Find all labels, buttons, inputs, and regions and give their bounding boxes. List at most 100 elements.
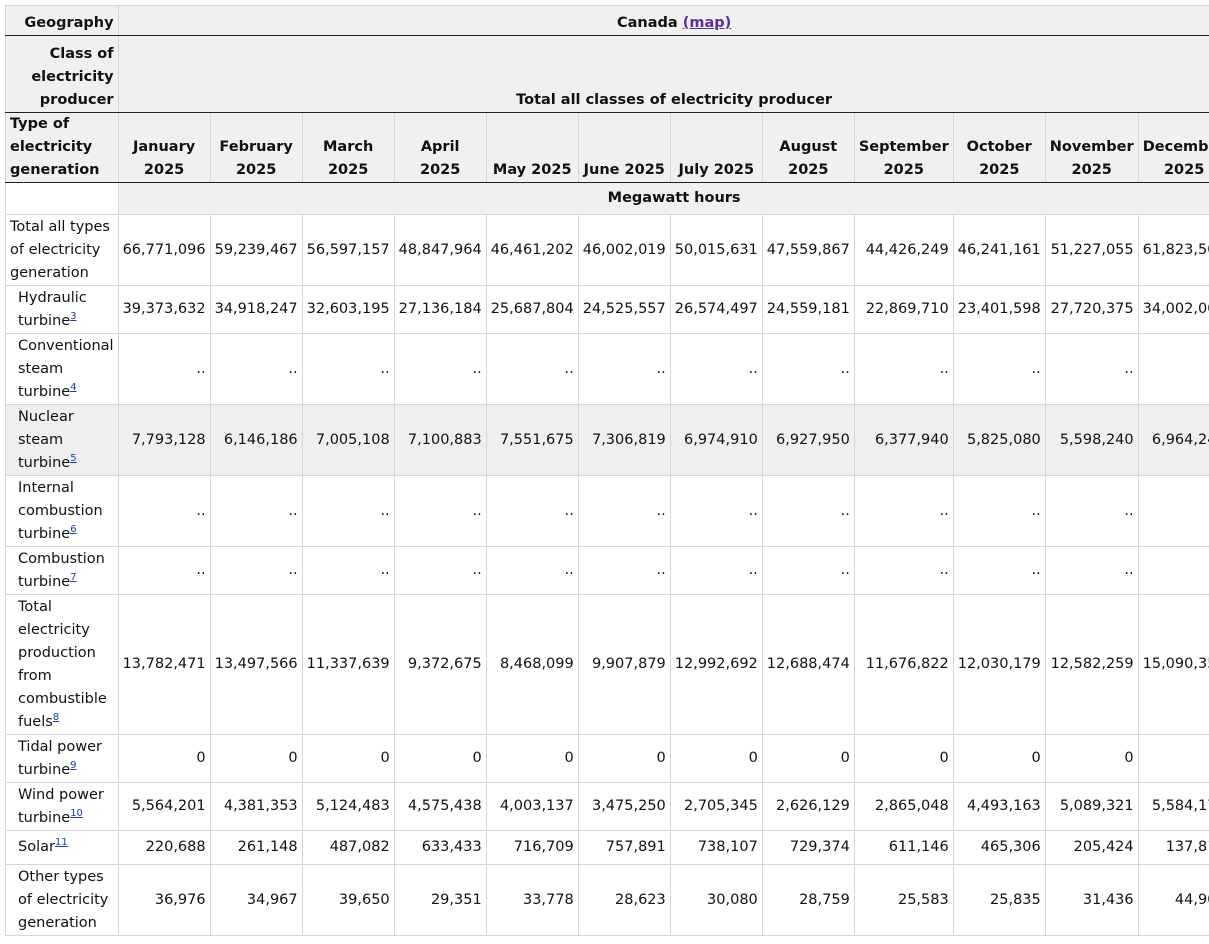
geography-value: Canada <box>616 15 678 31</box>
class-label: Class of electricity producer <box>5 35 119 113</box>
table-row: Tidal power turbine9000000000000 <box>5 734 1209 783</box>
data-cell: 7,551,675 <box>485 404 579 476</box>
month-header: June 2025 <box>577 112 671 183</box>
footnote-link[interactable]: 7 <box>70 571 77 583</box>
data-cell: 633,433 <box>393 830 487 865</box>
data-cell: .. <box>952 546 1046 595</box>
data-cell: 487,082 <box>301 830 395 865</box>
data-cell: 0 <box>577 734 671 783</box>
data-cell: .. <box>669 475 763 547</box>
row-header: Solar11 <box>5 830 119 865</box>
data-cell: 4,381,353 <box>209 782 303 831</box>
data-cell: 729,374 <box>761 830 855 865</box>
electricity-generation-table: Geography Canada (map) Class of electric… <box>5 5 1209 936</box>
data-cell: 205,424 <box>1044 830 1139 865</box>
footnote-link[interactable]: 4 <box>70 381 77 393</box>
data-cell: .. <box>393 333 487 405</box>
data-cell: 33,778 <box>485 864 579 936</box>
data-cell: 44,903 <box>1137 864 1209 936</box>
month-header: November 2025 <box>1044 112 1139 183</box>
data-cell: .. <box>577 546 671 595</box>
row-header: Other types of electricity generation <box>5 864 119 936</box>
data-cell: 4,003,137 <box>485 782 579 831</box>
data-cell: .. <box>952 475 1046 547</box>
data-cell: 9,907,879 <box>577 594 671 735</box>
data-cell: 7,100,883 <box>393 404 487 476</box>
data-cell: 0 <box>1137 734 1209 783</box>
data-cell: 39,650 <box>301 864 395 936</box>
data-cell: 28,759 <box>761 864 855 936</box>
data-cell: .. <box>485 546 579 595</box>
data-cell: 22,869,710 <box>853 285 954 334</box>
data-cell: 6,964,244 <box>1137 404 1209 476</box>
data-cell: 12,992,692 <box>669 594 763 735</box>
footnote-link[interactable]: 9 <box>70 759 77 771</box>
data-cell: 757,891 <box>577 830 671 865</box>
data-cell: 28,623 <box>577 864 671 936</box>
data-cell: 7,793,128 <box>117 404 211 476</box>
map-link[interactable]: (map) <box>682 15 732 31</box>
table-row: Wind power turbine10 5,564,201 4,381,353 5,… <box>5 782 1209 831</box>
data-cell: .. <box>485 475 579 547</box>
footnote-link[interactable]: 8 <box>52 711 60 723</box>
footnote-link[interactable]: 11 <box>54 837 68 849</box>
data-cell: 12,582,259 <box>1044 594 1139 735</box>
row-header: Total all types of electricity generatio… <box>5 214 119 286</box>
data-cell: 23,401,598 <box>952 285 1046 334</box>
data-cell: .. <box>117 333 211 405</box>
data-cell: 6,377,940 <box>853 404 954 476</box>
month-header: May 2025 <box>485 112 579 183</box>
month-header: March 2025 <box>301 112 395 183</box>
data-cell: 261,148 <box>209 830 303 865</box>
data-cell: .. <box>301 333 395 405</box>
data-cell: 7,306,819 <box>577 404 671 476</box>
data-cell: .. <box>577 333 671 405</box>
data-cell: .. <box>577 475 671 547</box>
data-cell: .. <box>485 333 579 405</box>
data-cell: 25,835 <box>952 864 1046 936</box>
geography-label: Geography <box>5 5 119 36</box>
data-table-container: Geography Canada (map) Class of electric… <box>5 5 1209 936</box>
data-cell: .. <box>853 475 954 547</box>
row-label: Solar <box>18 839 55 855</box>
data-cell: .. <box>393 475 487 547</box>
data-cell: 46,461,202 <box>485 214 579 286</box>
footnote-link[interactable]: 3 <box>70 310 77 322</box>
month-header: July 2025 <box>669 112 763 183</box>
row-label: Tidal power turbine <box>18 738 102 778</box>
month-header: October 2025 <box>952 112 1046 183</box>
data-cell: 0 <box>1044 734 1139 783</box>
footnote-link[interactable]: 6 <box>70 523 77 535</box>
data-cell: .. <box>301 546 395 595</box>
data-cell: 6,927,950 <box>761 404 855 476</box>
data-cell: 0 <box>853 734 954 783</box>
data-cell: 7,005,108 <box>301 404 395 476</box>
row-header: Total electricity production from combus… <box>5 594 119 735</box>
month-header: February 2025 <box>209 112 303 183</box>
footnote-link[interactable]: 10 <box>70 807 83 819</box>
month-header: September 2025 <box>853 112 954 183</box>
data-cell: 46,241,161 <box>952 214 1046 286</box>
data-cell: 30,080 <box>669 864 763 936</box>
month-header: April 2025 <box>393 112 487 183</box>
data-cell: .. <box>209 546 303 595</box>
data-cell: 220,688 <box>117 830 211 865</box>
data-cell: 0 <box>669 734 763 783</box>
data-cell: 59,239,467 <box>209 214 303 286</box>
data-cell: 137,813 <box>1137 830 1209 865</box>
data-cell: .. <box>117 475 211 547</box>
data-cell: 5,584,178 <box>1137 782 1209 831</box>
data-cell: 66,771,096 <box>117 214 211 286</box>
data-cell: .. <box>1044 475 1139 547</box>
data-cell: 48,847,964 <box>393 214 487 286</box>
data-cell: 9,372,675 <box>393 594 487 735</box>
footnote-link[interactable]: 5 <box>70 452 77 464</box>
row-label: Nuclear steam turbine <box>18 408 74 471</box>
table-row: Total all types of electricity generatio… <box>5 214 1209 286</box>
data-cell: 12,688,474 <box>761 594 855 735</box>
row-label: Total electricity production from combus… <box>18 598 107 730</box>
data-cell: .. <box>209 475 303 547</box>
table-row: Hydraulic turbine3 39,373,632 34,918,247 32… <box>5 285 1209 334</box>
data-cell: .. <box>761 546 855 595</box>
row-header: Hydraulic turbine3 <box>5 285 119 334</box>
